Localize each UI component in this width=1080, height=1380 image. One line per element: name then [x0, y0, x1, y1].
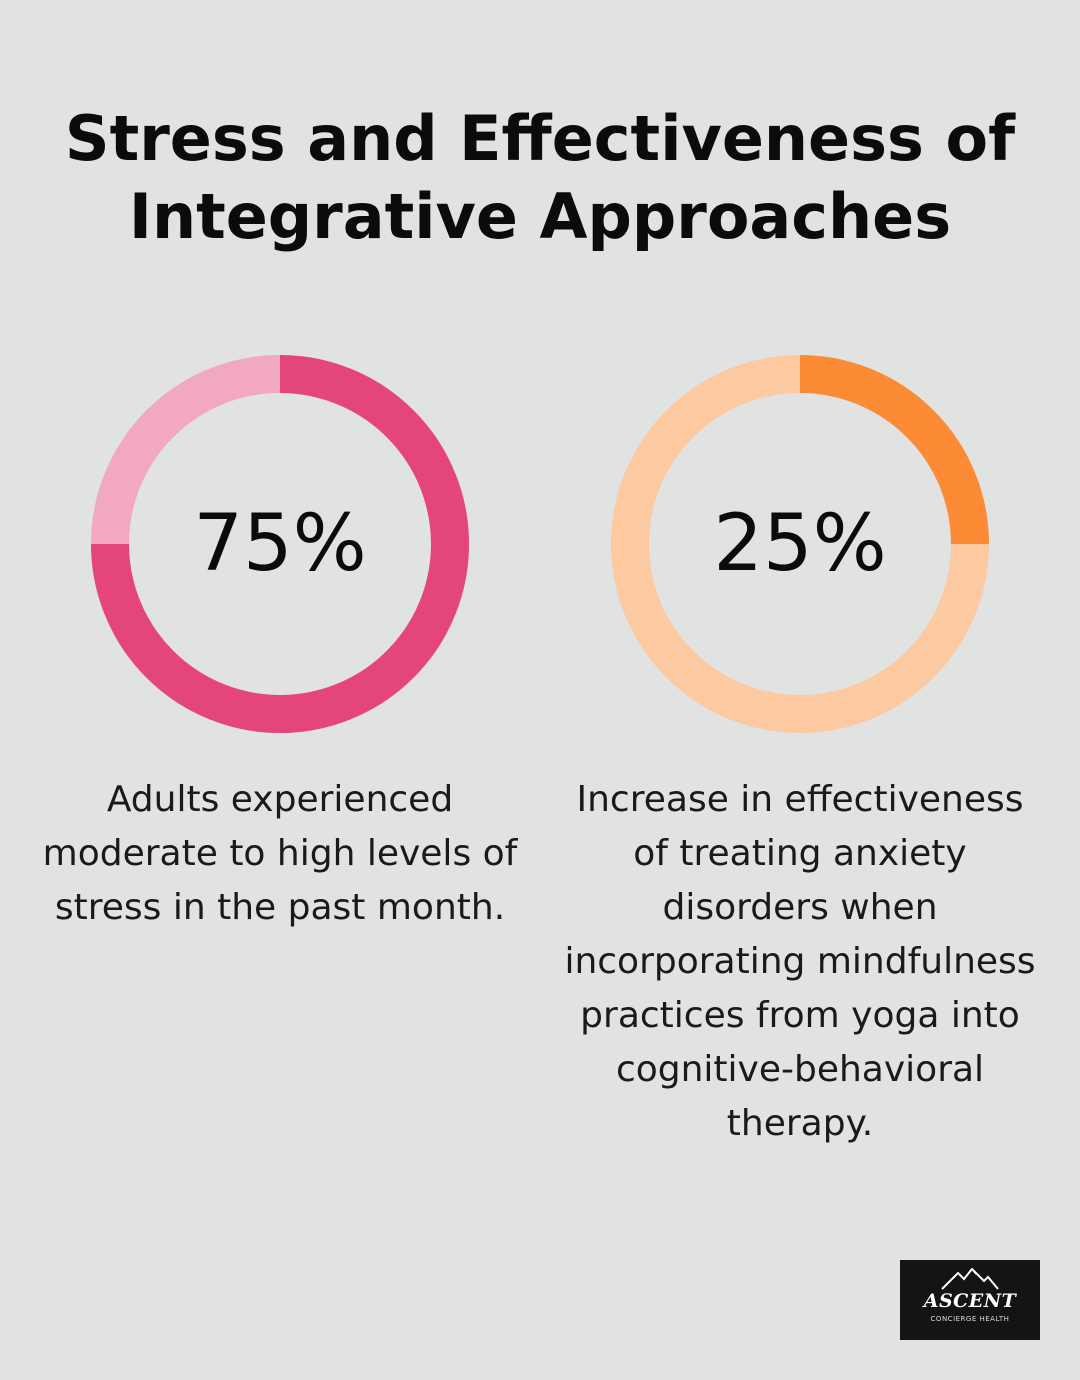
- logo-subtitle: CONCIERGE HEALTH: [930, 1315, 1010, 1323]
- stat-description: Increase in effectiveness of treating an…: [564, 779, 1036, 1144]
- logo-name: ASCENT: [923, 1290, 1017, 1312]
- donut-value-arc: [799, 355, 989, 545]
- title-line-2: Integrative Approaches: [128, 180, 952, 253]
- stat-card-effectiveness: 25% Increase in effectiveness of treatin…: [540, 355, 1060, 1151]
- mountain-icon: [941, 1268, 999, 1290]
- stat-card-stress: 75% Adults experienced moderate to high …: [20, 355, 540, 935]
- donut-percentage: 25%: [713, 499, 886, 589]
- donut-chart-stress: 75%: [91, 355, 469, 733]
- title-line-1: Stress and Effectiveness of: [64, 102, 1016, 175]
- page-title: Stress and Effectiveness of Integrative …: [0, 100, 1080, 256]
- donut-percentage: 75%: [193, 499, 366, 589]
- stat-description: Adults experienced moderate to high leve…: [42, 779, 518, 928]
- brand-logo: ASCENT CONCIERGE HEALTH: [900, 1260, 1040, 1340]
- donut-chart-effectiveness: 25%: [611, 355, 989, 733]
- donut-value-arc: [91, 355, 469, 733]
